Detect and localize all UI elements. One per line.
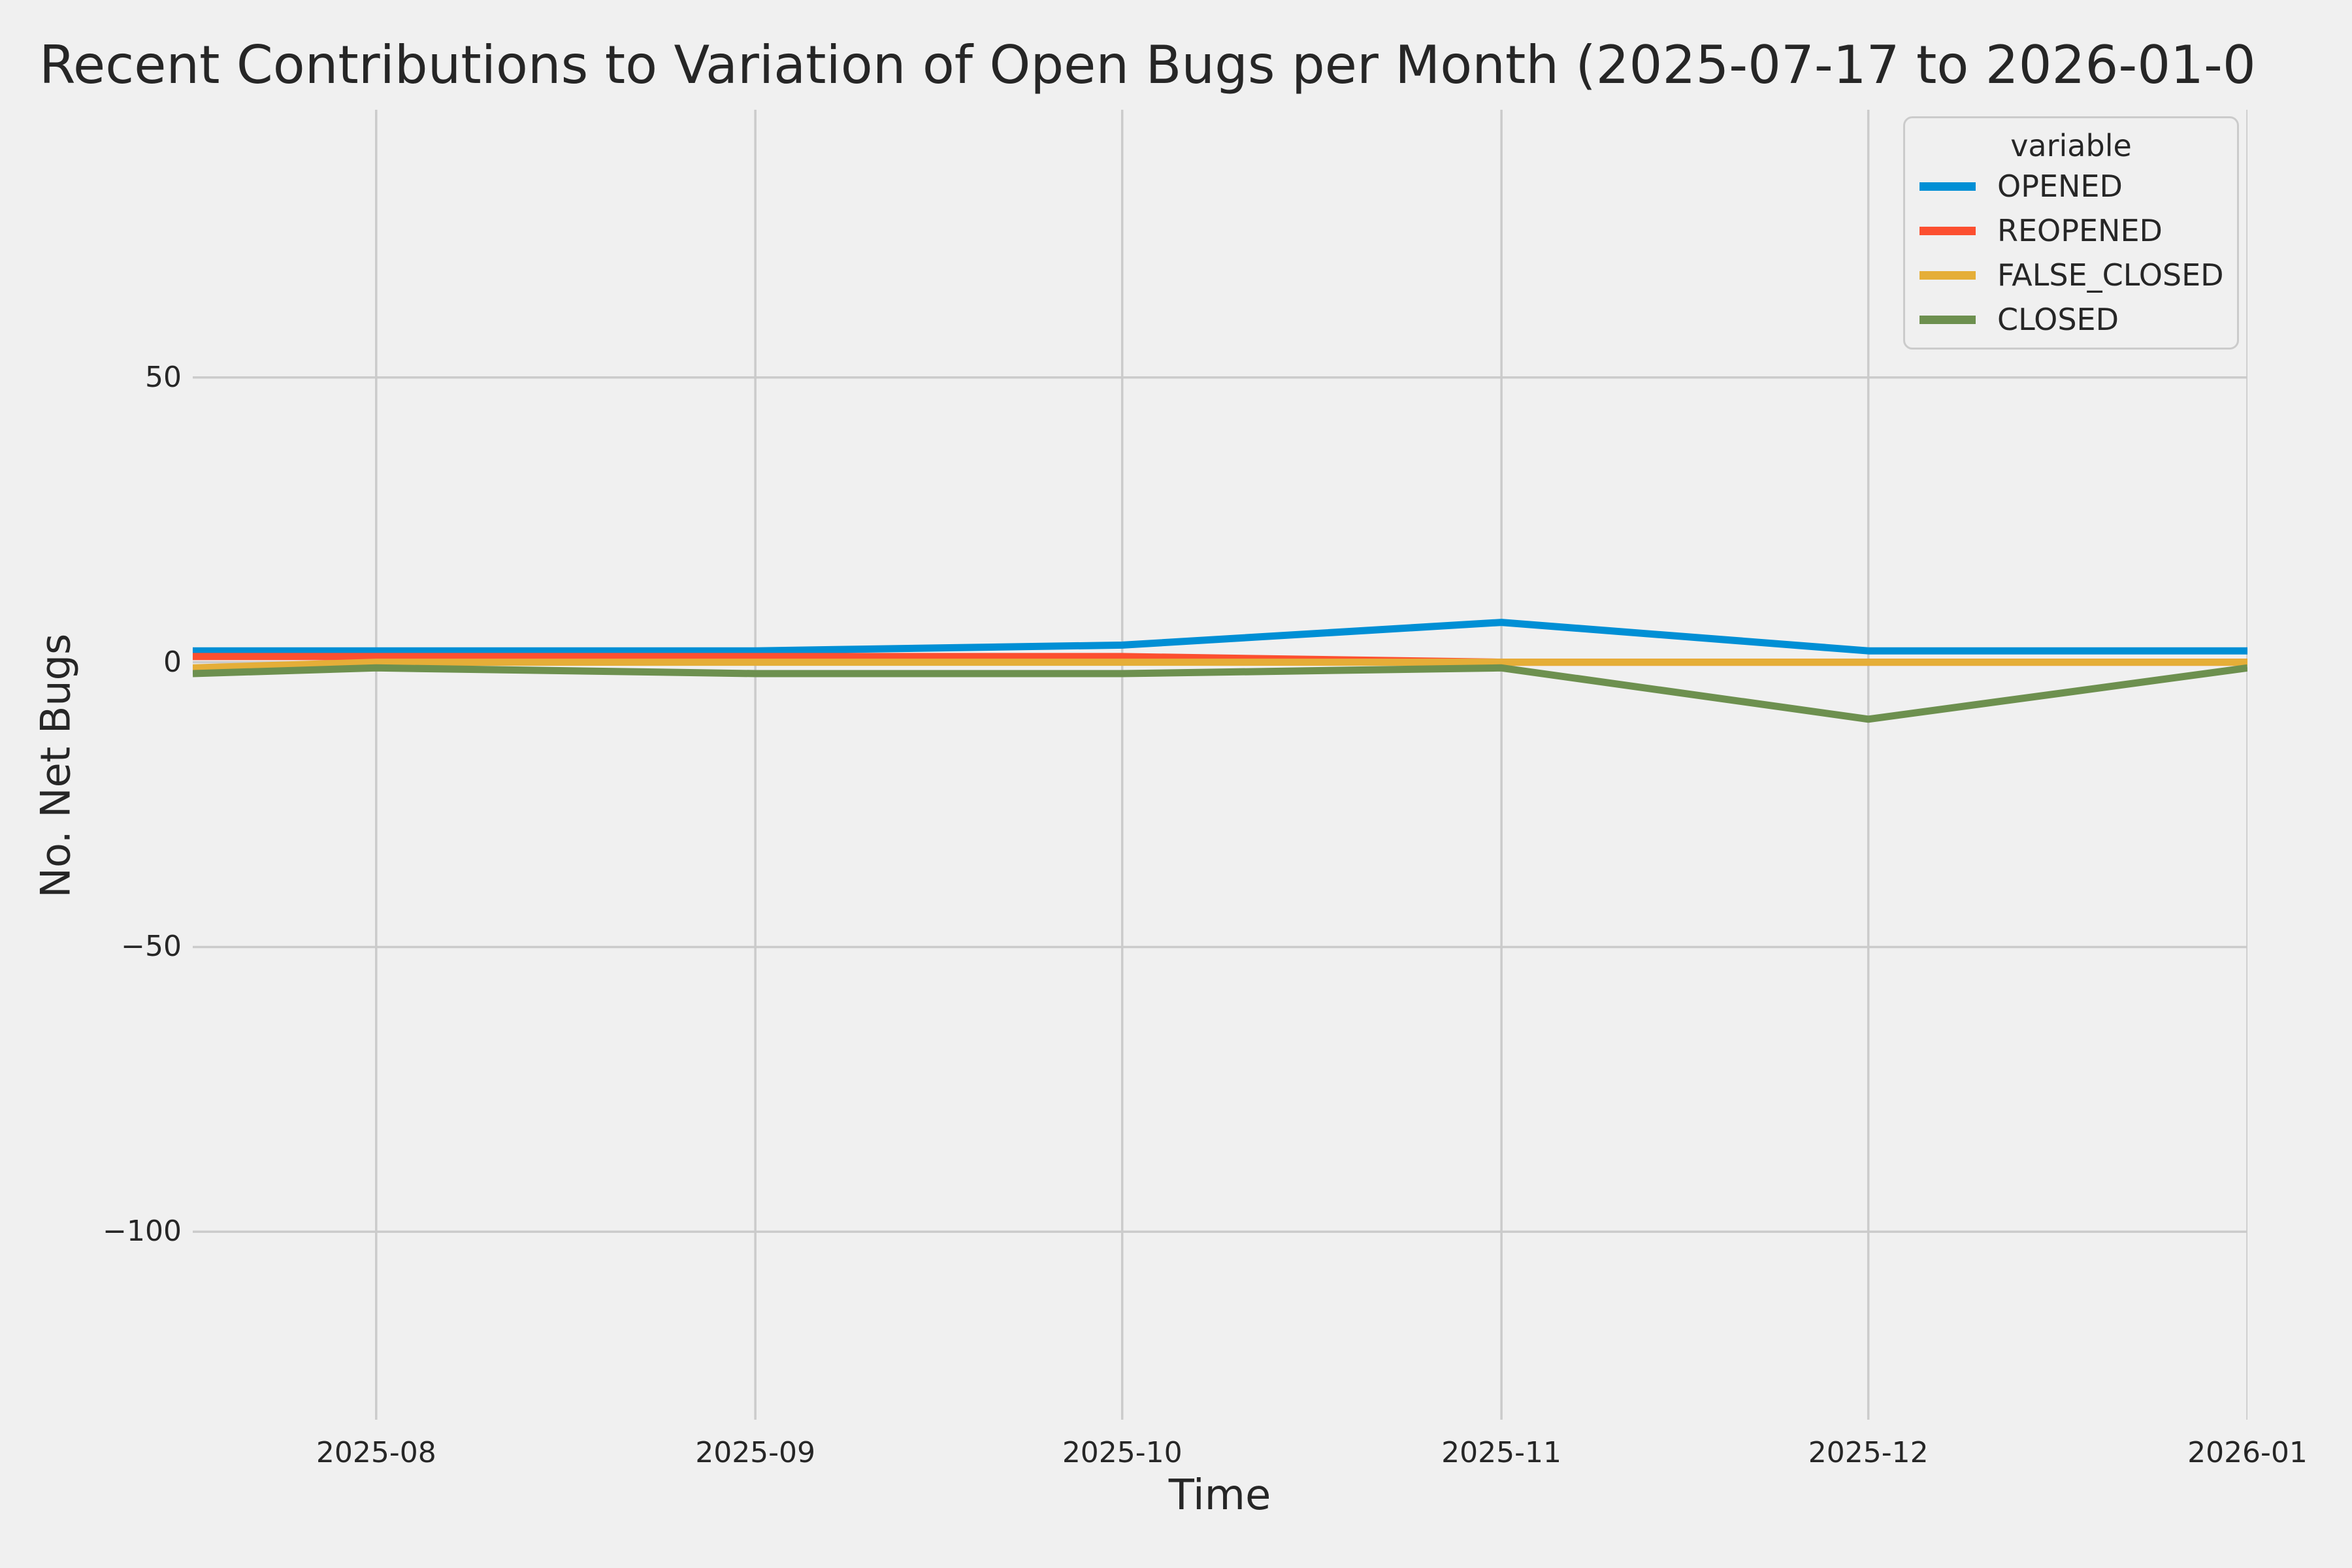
legend-row: REOPENED <box>1905 208 2237 253</box>
legend-row: OPENED <box>1905 164 2237 208</box>
y-tick-label: −50 <box>121 930 182 964</box>
legend-label: REOPENED <box>1997 213 2163 248</box>
legend-title: variable <box>2010 128 2132 163</box>
chart-title: Recent Contributions to Variation of Ope… <box>39 35 2256 95</box>
legend: variable OPENED REOPENED FALSE_CLOSED CLOSE… <box>1903 116 2239 350</box>
x-tick-label: 2025-11 <box>1441 1436 1561 1469</box>
y-tick-label: −100 <box>103 1215 182 1249</box>
x-tick-label: 2025-10 <box>1062 1436 1183 1469</box>
x-tick-label: 2025-08 <box>316 1436 436 1469</box>
series-line-opened <box>193 619 2247 655</box>
series-line-false_closed <box>193 659 2247 672</box>
x-axis-label: Time <box>1168 1471 1271 1520</box>
legend-swatch-reopened <box>1919 226 1976 235</box>
legend-swatch-false_closed <box>1919 270 1976 280</box>
legend-swatch-opened <box>1919 182 1976 191</box>
legend-row: CLOSED <box>1905 297 2237 342</box>
legend-label: CLOSED <box>1997 302 2119 337</box>
series-line-closed <box>193 664 2247 723</box>
plot-canvas <box>193 110 2247 1420</box>
y-tick-label: 0 <box>163 645 182 679</box>
legend-swatch-closed <box>1919 315 1976 324</box>
legend-label: OPENED <box>1997 169 2123 204</box>
legend-items: OPENED REOPENED FALSE_CLOSED CLOSED <box>1905 164 2237 342</box>
x-tick-label: 2025-12 <box>1808 1436 1929 1469</box>
legend-row: FALSE_CLOSED <box>1905 253 2237 297</box>
plot-area <box>193 110 2247 1420</box>
legend-label: FALSE_CLOSED <box>1997 257 2224 293</box>
y-tick-label: 50 <box>145 360 182 394</box>
x-tick-label: 2025-09 <box>695 1436 816 1469</box>
x-tick-label: 2026-01 <box>2187 1436 2308 1469</box>
